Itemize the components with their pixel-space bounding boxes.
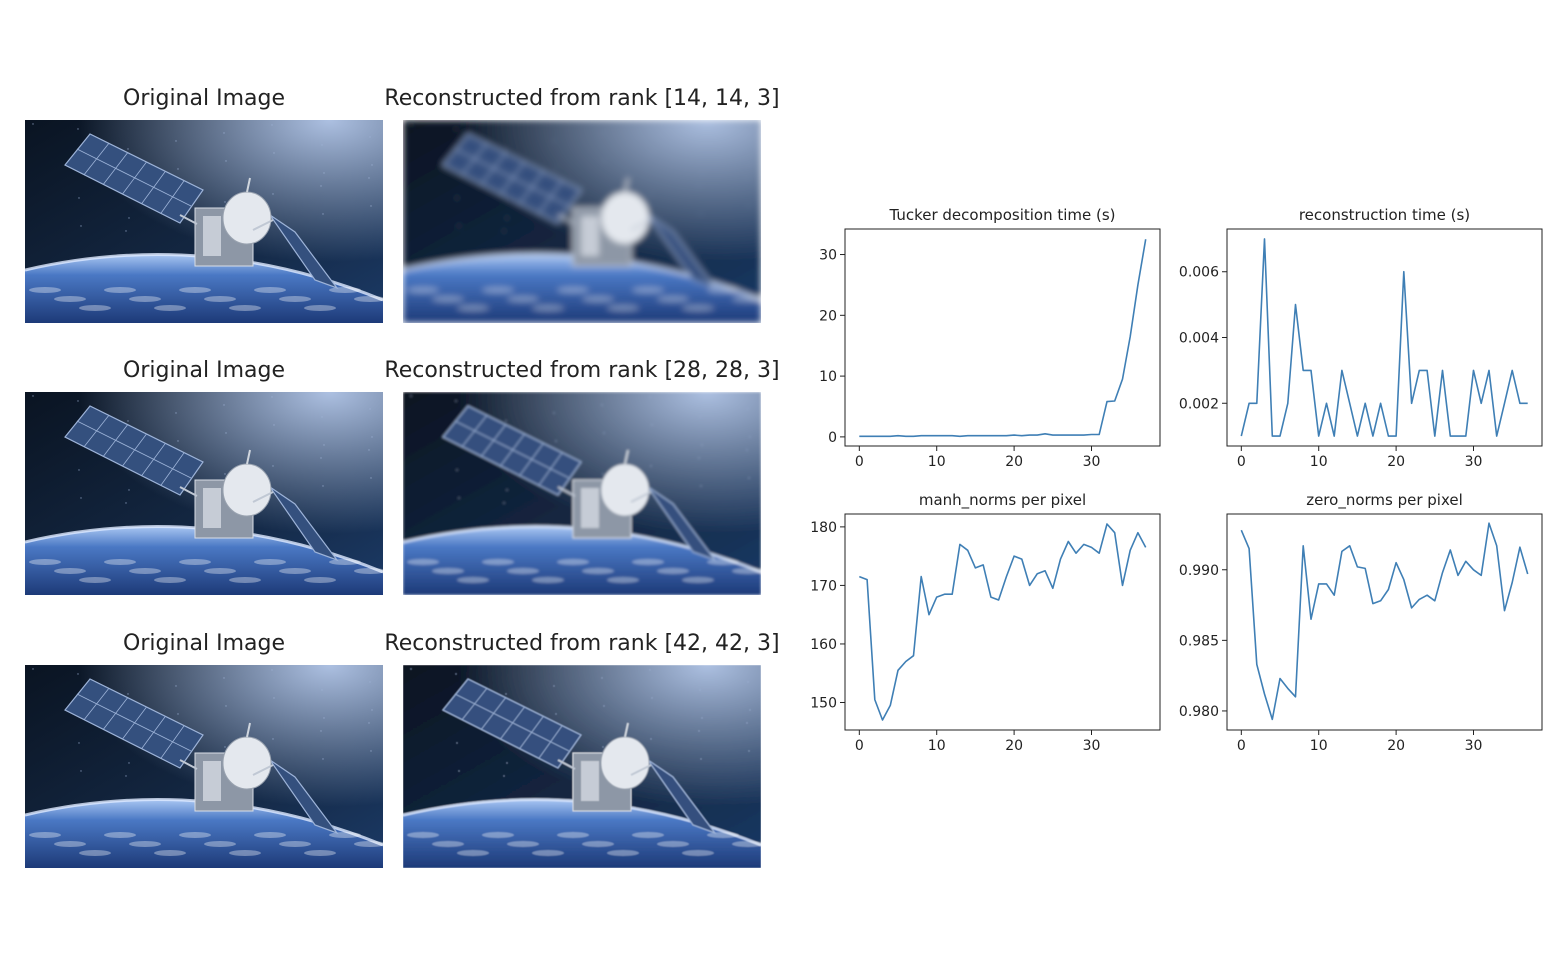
chart-3: manh_norms per pixel 0 10 20 30 150 160 170 180 — [810, 491, 1161, 754]
plot-frame — [844, 228, 1161, 447]
reconstructed-image-title-1: Reconstructed from rank [14, 14, 3] — [384, 86, 780, 111]
y-tick-label: 20 — [819, 308, 837, 324]
y-tick-label: 0.004 — [1179, 331, 1219, 347]
y-tick-label: 160 — [810, 637, 837, 653]
y-tick-label: 10 — [819, 369, 837, 385]
x-tick-label: 10 — [1310, 454, 1328, 470]
reconstructed-image-title-3: Reconstructed from rank [42, 42, 3] — [384, 631, 780, 656]
satellite-picture — [403, 392, 761, 595]
x-tick-label: 0 — [1237, 454, 1246, 470]
x-tick-label: 20 — [1387, 454, 1405, 470]
series-line — [1240, 238, 1528, 437]
y-tick-label: 0.985 — [1179, 633, 1219, 649]
y-tick-label: 0.006 — [1179, 265, 1219, 281]
x-tick-label: 0 — [1237, 738, 1246, 754]
x-tick-label: 30 — [1465, 454, 1483, 470]
satellite-picture — [25, 665, 383, 868]
series-line — [859, 523, 1147, 721]
original-image-3 — [25, 665, 383, 868]
chart-title: Tucker decomposition time (s) — [888, 206, 1115, 224]
x-tick-label: 30 — [1083, 738, 1101, 754]
x-tick-label: 20 — [1005, 738, 1023, 754]
x-tick-label: 10 — [1310, 738, 1328, 754]
satellite-picture — [403, 665, 761, 868]
x-tick-label: 30 — [1465, 738, 1483, 754]
y-tick-label: 150 — [810, 695, 837, 711]
plot-frame — [844, 513, 1161, 731]
y-tick-label: 0.980 — [1179, 704, 1219, 720]
chart-4: zero_norms per pixel 0 10 20 30 0.980 0.985 0.9… — [1179, 491, 1543, 754]
x-tick-label: 10 — [928, 454, 946, 470]
satellite-picture — [25, 392, 383, 595]
y-tick-label: 170 — [810, 578, 837, 594]
x-tick-label: 0 — [855, 738, 864, 754]
original-image-title-3: Original Image — [123, 631, 285, 656]
x-tick-label: 0 — [855, 454, 864, 470]
satellite-picture — [25, 120, 383, 323]
y-tick-label: 30 — [819, 248, 837, 264]
original-image-2 — [25, 392, 383, 595]
original-image-1 — [25, 120, 383, 323]
reconstructed-image-title-2: Reconstructed from rank [28, 28, 3] — [384, 358, 780, 383]
series-line — [1240, 522, 1529, 721]
plot-frame — [1226, 513, 1543, 731]
series-line — [859, 239, 1147, 438]
y-tick-label: 0.002 — [1179, 396, 1219, 412]
chart-title: zero_norms per pixel — [1306, 491, 1463, 510]
x-tick-label: 20 — [1005, 454, 1023, 470]
chart-2: reconstruction time (s) 0 10 20 30 0.002 0.004… — [1179, 206, 1543, 470]
original-image-title-1: Original Image — [123, 86, 285, 111]
x-tick-label: 30 — [1083, 454, 1101, 470]
chart-title: manh_norms per pixel — [919, 491, 1086, 510]
y-tick-label: 0 — [828, 430, 837, 446]
reconstructed-image-1 — [403, 120, 761, 323]
chart-title: reconstruction time (s) — [1299, 206, 1470, 224]
reconstructed-image-2 — [403, 392, 761, 595]
chart-1: Tucker decomposition time (s) 0 10 20 30 0 10 2… — [819, 206, 1161, 470]
y-tick-label: 180 — [810, 520, 837, 536]
original-image-title-2: Original Image — [123, 358, 285, 383]
y-tick-label: 0.990 — [1179, 563, 1219, 579]
x-tick-label: 20 — [1387, 738, 1405, 754]
x-tick-label: 10 — [928, 738, 946, 754]
reconstructed-image-3 — [403, 665, 761, 868]
satellite-picture — [403, 120, 761, 323]
